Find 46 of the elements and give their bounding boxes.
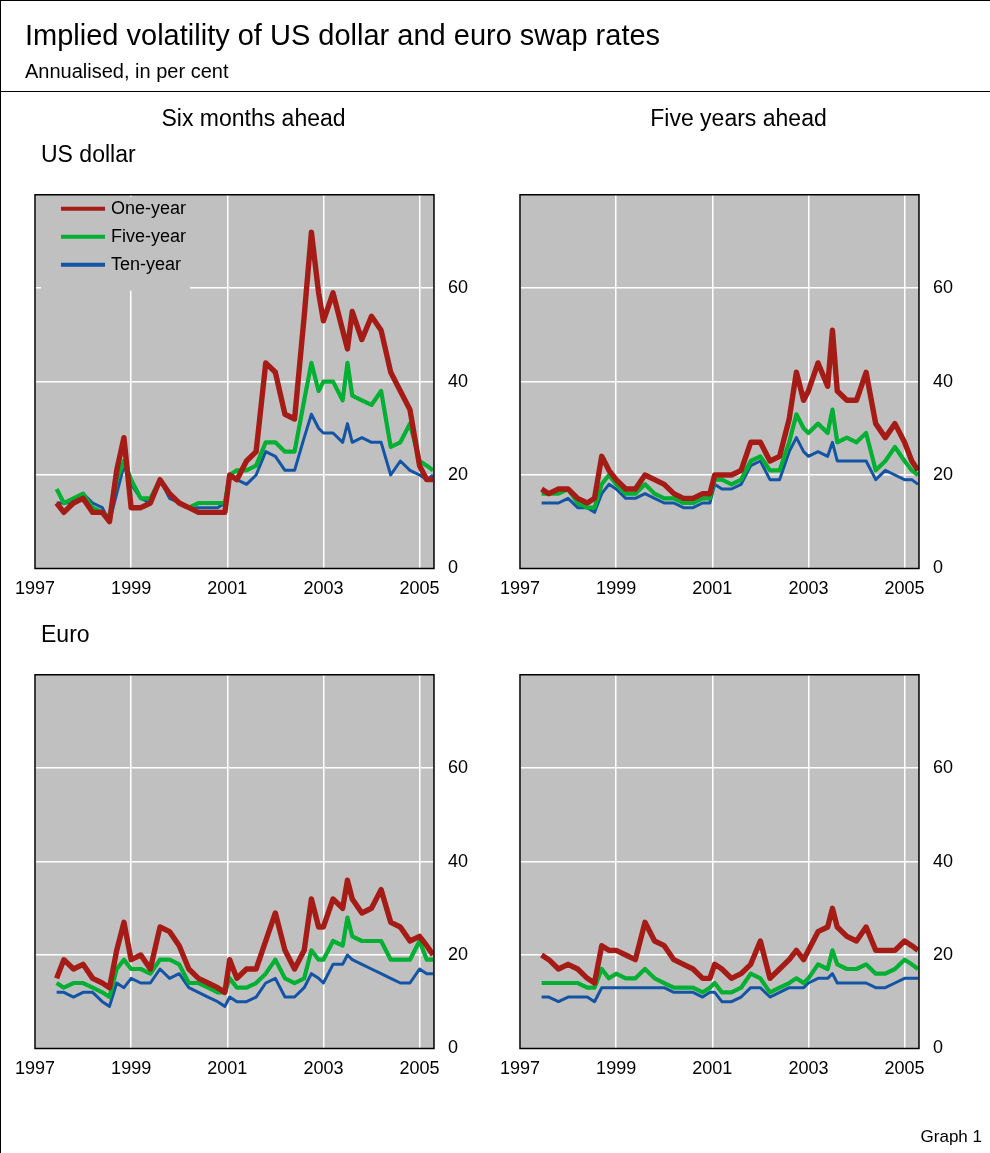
x-tick-label: 2003 — [788, 578, 829, 599]
y-tick-label: 0 — [447, 557, 458, 578]
y-tick-label: 60 — [932, 757, 954, 778]
y-tick-label: 0 — [932, 1037, 943, 1058]
x-tick-label: 2005 — [399, 1058, 440, 1079]
y-tick-label: 40 — [932, 370, 954, 391]
text: Implied volatility of US dollar and euro swap rates — [25, 19, 662, 52]
x-tick-label: 2005 — [884, 1058, 925, 1079]
chart-subtitle: US dollar — [40, 140, 137, 169]
x-tick-label: 1999 — [596, 1058, 637, 1079]
y-tick-label: 60 — [447, 277, 469, 298]
x-tick-label: 2001 — [207, 1058, 248, 1079]
y-tick-label: 20 — [932, 463, 954, 484]
y-tick-label: 40 — [447, 850, 469, 871]
chart-subtitle: Euro — [40, 620, 91, 649]
x-tick-label: 2005 — [399, 578, 440, 599]
y-tick-label: 40 — [447, 370, 469, 391]
x-tick-label: 2001 — [692, 1058, 733, 1079]
y-tick-label: 20 — [447, 943, 469, 964]
y-tick-label: 60 — [932, 277, 954, 298]
chart-title: Five years ahead — [649, 104, 828, 133]
x-tick-label: 1997 — [499, 578, 541, 599]
y-tick-label: 20 — [447, 463, 469, 484]
y-tick-label: 60 — [447, 757, 469, 778]
legend-label: One-year — [111, 197, 187, 218]
legend-label: Ten-year — [111, 253, 182, 274]
caption: Graph 1 — [920, 1127, 982, 1147]
x-tick-label: 2001 — [207, 578, 248, 599]
x-tick-label: 1997 — [499, 1058, 541, 1079]
x-tick-label: 1997 — [14, 1058, 56, 1079]
x-tick-label: 2003 — [303, 578, 344, 599]
chart-title: Six months ahead — [160, 104, 347, 133]
x-tick-label: 2003 — [788, 1058, 829, 1079]
x-tick-label: 2005 — [884, 578, 925, 599]
x-tick-label: 1999 — [111, 578, 152, 599]
y-tick-label: 40 — [932, 850, 954, 871]
x-tick-label: 1999 — [111, 1058, 152, 1079]
x-tick-label: 1997 — [14, 578, 56, 599]
y-tick-label: 0 — [447, 1037, 458, 1058]
x-tick-label: 2001 — [692, 578, 733, 599]
legend-label: Five-year — [111, 225, 187, 246]
y-tick-label: 0 — [932, 557, 943, 578]
x-tick-label: 2003 — [303, 1058, 344, 1079]
y-tick-label: 20 — [932, 943, 954, 964]
text: Annualised, in per cent — [25, 60, 230, 83]
x-tick-label: 1999 — [596, 578, 637, 599]
